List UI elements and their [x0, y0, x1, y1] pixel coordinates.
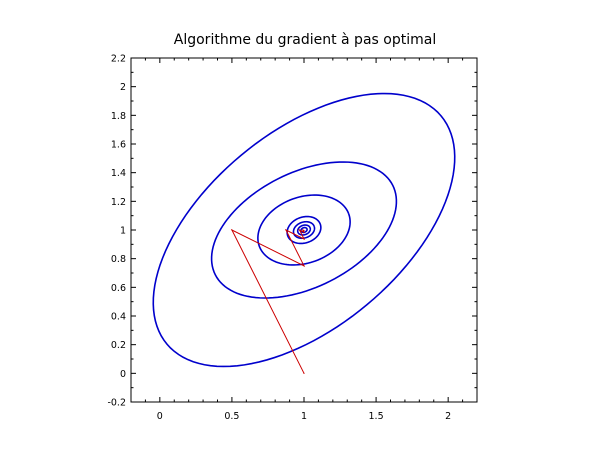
x-tick-label: 0 — [157, 411, 163, 422]
y-tick-label: -0.2 — [107, 398, 126, 409]
contour-line-1 — [152, 92, 456, 368]
y-tick-label: 1.4 — [111, 168, 126, 179]
y-tick-label: 1.8 — [111, 111, 126, 122]
contour-line-3 — [257, 194, 351, 266]
y-tick-label: 0.2 — [111, 340, 126, 351]
y-tick-label: 1.2 — [111, 197, 126, 208]
gradient-path-point-6 — [298, 229, 301, 231]
gradient-path — [230, 228, 306, 374]
axes: 0 0.5 1 1.5 2 -0.2 0 0.2 0.4 0.6 0.8 1 1.2 1.4 1.6 1.8 2… — [107, 54, 478, 422]
gradient-path-point-4 — [285, 229, 287, 231]
y-tick-label: 2 — [120, 82, 126, 93]
chart-title: Algorithme du gradient à pas optimal — [174, 32, 436, 48]
gradient-path-point-3 — [303, 265, 305, 267]
y-tick-label: 0.6 — [111, 283, 126, 294]
y-tick-label: 0 — [120, 369, 126, 380]
contour-lines — [152, 92, 456, 368]
gradient-path-point-7 — [303, 231, 305, 233]
x-tick-label: 1.5 — [369, 411, 384, 422]
gradient-path-point-9 — [303, 229, 305, 232]
x-tick-label: 2 — [445, 411, 451, 422]
gradient-path-point-1 — [303, 372, 305, 374]
y-tick-label: 0.4 — [111, 312, 126, 323]
x-tick-label: 1 — [301, 411, 307, 422]
contour-line-2 — [210, 161, 398, 299]
gradient-path-line — [230, 228, 306, 374]
gradient-path-point-2 — [231, 229, 233, 231]
y-tick-label: 1 — [120, 226, 126, 237]
y-tick-label: 0.8 — [111, 254, 126, 265]
gradient-path-point-8 — [302, 229, 304, 231]
y-tick-label: 2.2 — [111, 54, 126, 65]
x-tick-label: 0.5 — [224, 411, 239, 422]
y-tick-label: 1.6 — [111, 140, 126, 151]
gradient-path-point-5 — [303, 238, 305, 240]
contour-line-6 — [296, 224, 312, 236]
contour-line-4 — [286, 215, 322, 245]
